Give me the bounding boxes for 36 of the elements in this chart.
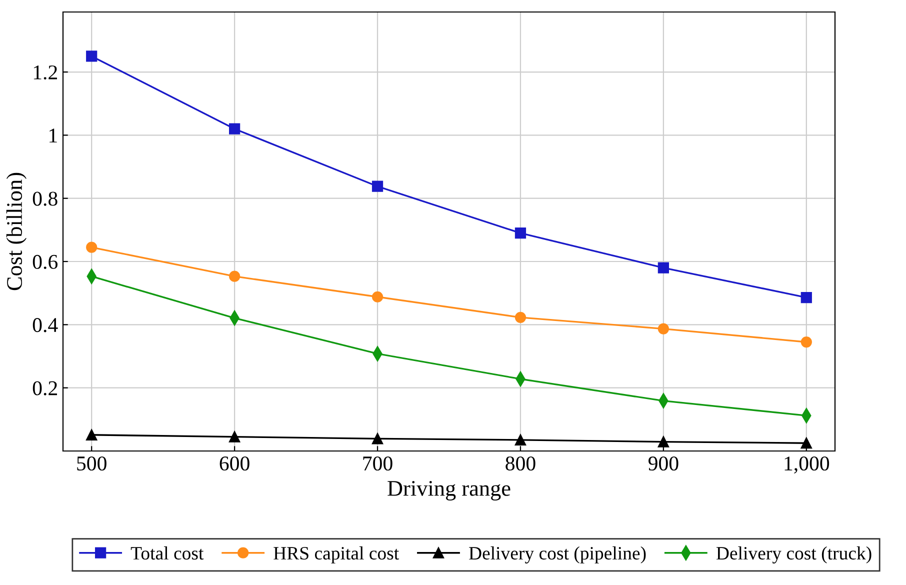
point	[86, 242, 98, 253]
point	[800, 336, 812, 348]
point	[800, 438, 812, 449]
legend-label: Delivery cost (pipeline)	[469, 546, 646, 564]
y-tick-label: 1	[50, 128, 57, 142]
x-tick-label: 900	[648, 456, 678, 471]
point	[800, 292, 812, 304]
y-tick-label: 0.4	[32, 318, 58, 332]
point	[514, 228, 526, 239]
x-tick-label: 800	[506, 456, 536, 471]
point	[514, 434, 526, 446]
legend-label: Total cost	[130, 546, 204, 560]
point	[229, 431, 240, 442]
point	[86, 50, 98, 62]
point	[372, 291, 384, 302]
x-tick-label: 1,000	[784, 456, 830, 474]
x-axis-title: Driving range	[388, 480, 510, 500]
x-tick-label: 700	[363, 456, 392, 471]
y-tick-label: 0.2	[32, 381, 57, 396]
y-tick-label: 0.6	[32, 254, 58, 270]
point	[372, 180, 384, 192]
legend-label: Delivery cost (truck)	[716, 546, 872, 564]
point	[229, 123, 240, 134]
y-tick-label: 1.2	[34, 65, 57, 80]
y-axis-title: Cost (billion)	[6, 172, 27, 290]
point	[658, 323, 669, 334]
point	[658, 262, 669, 274]
point	[514, 312, 526, 323]
point	[86, 429, 98, 440]
point	[229, 270, 240, 282]
point	[372, 433, 384, 444]
x-tick-label: 500	[77, 456, 106, 471]
legend-label: HRS capital cost	[274, 546, 399, 564]
y-tick-label: 0.8	[32, 192, 58, 206]
point	[658, 436, 669, 448]
x-tick-label: 600	[220, 456, 250, 471]
